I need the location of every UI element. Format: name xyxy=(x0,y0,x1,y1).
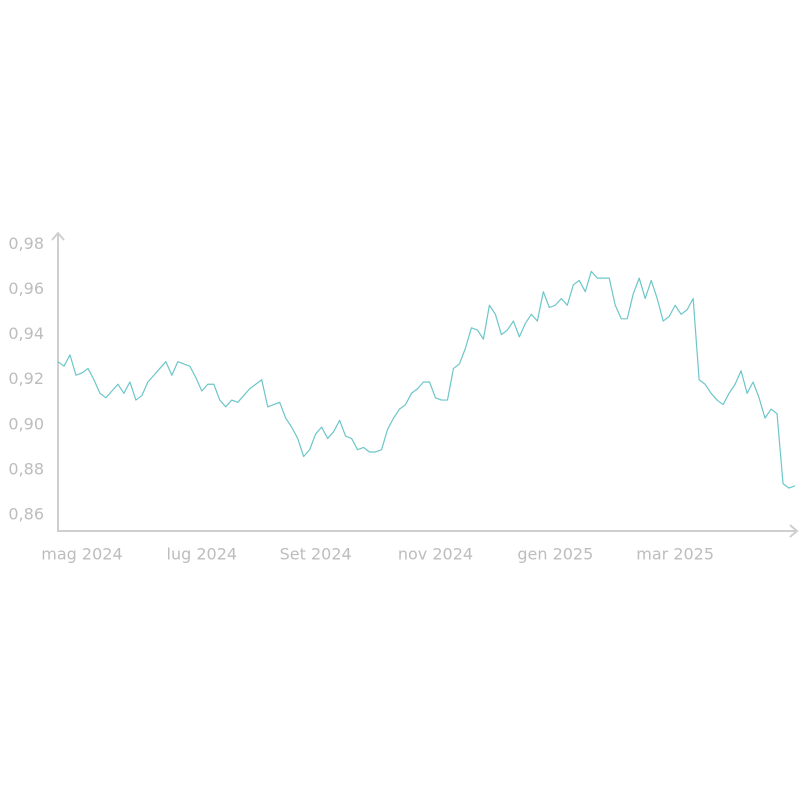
x-tick-label: nov 2024 xyxy=(398,545,473,564)
y-tick-label: 0,98 xyxy=(8,234,44,253)
y-tick-label: 0,90 xyxy=(8,414,44,433)
axes xyxy=(57,233,797,532)
series-line xyxy=(57,270,796,489)
y-arrow xyxy=(51,231,65,241)
y-tick-label: 0,92 xyxy=(8,369,44,388)
x-tick-label: Set 2024 xyxy=(280,545,352,564)
x-arrow xyxy=(789,524,799,538)
y-tick-label: 0,86 xyxy=(8,505,44,524)
y-tick-label: 0,94 xyxy=(8,324,44,343)
x-tick-label: gen 2025 xyxy=(517,545,593,564)
y-tick-label: 0,88 xyxy=(8,460,44,479)
x-tick-label: mar 2025 xyxy=(636,545,714,564)
x-tick-label: mag 2024 xyxy=(41,545,122,564)
x-tick-label: lug 2024 xyxy=(167,545,238,564)
y-tick-label: 0,96 xyxy=(8,279,44,298)
